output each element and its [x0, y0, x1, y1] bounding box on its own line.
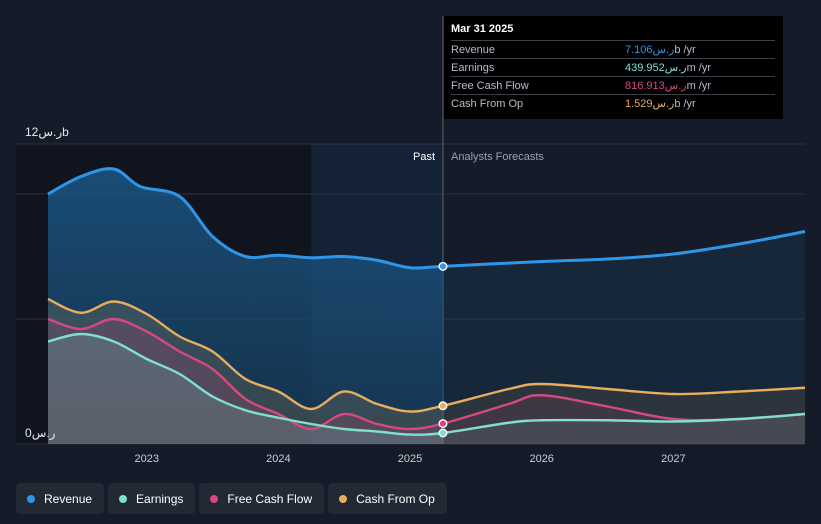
tooltip-label: Revenue	[451, 43, 496, 56]
tooltip-unit: m /yr	[686, 62, 712, 74]
tooltip-unit: b /yr	[674, 44, 696, 56]
tooltip-value: 816.913ر.س	[625, 80, 687, 92]
legend-dot-icon	[339, 494, 348, 503]
tooltip-row-earnings: Earnings 439.952ر.سm /yr	[451, 58, 775, 76]
area-cash_from_op-past	[48, 299, 443, 444]
legend-label: Earnings	[136, 491, 184, 506]
tooltip-value: 1.529ر.س	[625, 98, 675, 110]
tooltip-label: Earnings	[451, 61, 495, 74]
past-label: Past	[413, 151, 435, 163]
area-earnings-past	[48, 334, 443, 444]
legend-label: Revenue	[44, 491, 93, 506]
legend-item-free-cash-flow[interactable]: Free Cash Flow	[199, 483, 325, 514]
series-line-free_cash_flow	[47, 317, 806, 431]
y-axis-bottom-label: 0ر.س	[25, 426, 56, 441]
x-tick-label: 2027	[661, 453, 685, 465]
tooltip-label: Cash From Op	[451, 97, 524, 110]
chart-legend: Revenue Earnings Free Cash Flow Cash Fro…	[16, 483, 447, 514]
area-cash_from_op-forecast	[442, 384, 805, 444]
x-tick-label: 2024	[266, 453, 290, 465]
area-revenue-past	[48, 168, 443, 444]
series-line-revenue	[47, 167, 806, 270]
y-axis-top-label: 12ر.سb	[25, 125, 69, 140]
x-tick-label: 2025	[398, 453, 422, 465]
legend-item-earnings[interactable]: Earnings	[108, 483, 196, 514]
legend-dot-icon	[119, 494, 128, 503]
data-point-earnings	[438, 428, 448, 438]
data-point-cash_from_op	[438, 401, 448, 411]
data-point-revenue	[438, 261, 448, 271]
tooltip-label: Free Cash Flow	[451, 79, 529, 92]
tooltip-row-cash-from-op: Cash From Op 1.529ر.سb /yr	[451, 94, 775, 112]
legend-label: Cash From Op	[356, 491, 435, 506]
data-tooltip: Mar 31 2025 Revenue 7.106ر.سb /yr Earnin…	[444, 16, 783, 119]
x-tick-label: 2023	[134, 453, 158, 465]
legend-dot-icon	[27, 494, 35, 503]
data-point-free_cash_flow	[438, 419, 448, 429]
area-revenue-forecast	[442, 231, 805, 444]
legend-item-cash-from-op[interactable]: Cash From Op	[328, 483, 447, 514]
series-line-cash_from_op	[47, 297, 806, 413]
tooltip-row-revenue: Revenue 7.106ر.سb /yr	[451, 40, 775, 58]
tooltip-value: 7.106ر.س	[625, 44, 675, 56]
x-tick-label: 2026	[529, 453, 553, 465]
tooltip-unit: b /yr	[674, 98, 696, 110]
legend-item-revenue[interactable]: Revenue	[16, 483, 105, 514]
tooltip-row-free-cash-flow: Free Cash Flow 816.913ر.سm /yr	[451, 76, 775, 94]
legend-dot-icon	[210, 494, 219, 503]
series-line-earnings	[47, 332, 806, 436]
area-free_cash_flow-past	[48, 318, 443, 444]
tooltip-date: Mar 31 2025	[451, 23, 514, 35]
forecast-label: Analysts Forecasts	[451, 151, 544, 163]
legend-label: Free Cash Flow	[227, 491, 313, 506]
tooltip-unit: m /yr	[686, 80, 712, 92]
tooltip-value: 439.952ر.س	[625, 62, 687, 74]
